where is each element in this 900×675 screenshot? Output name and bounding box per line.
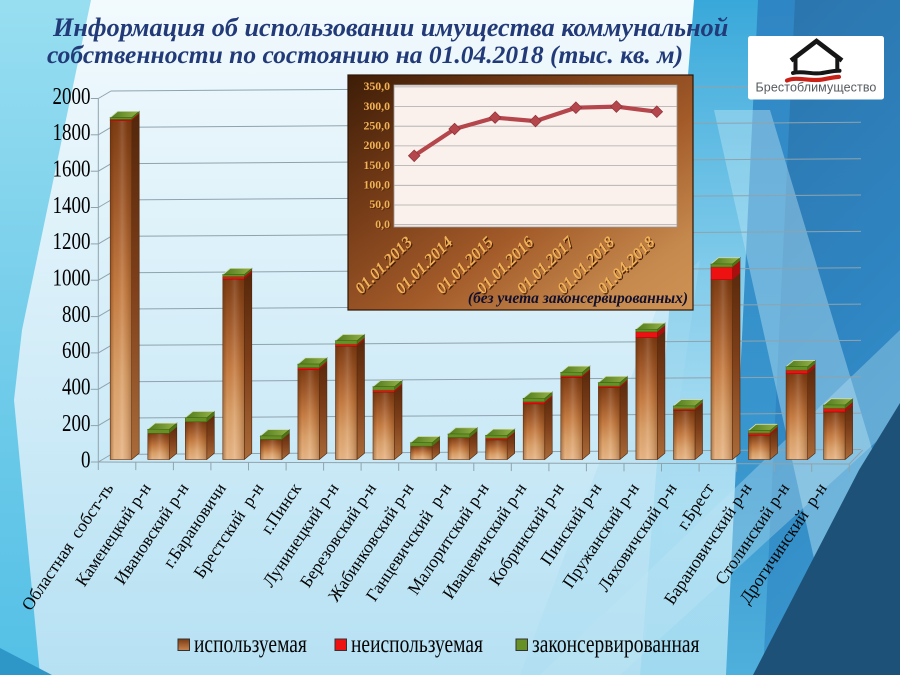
svg-text:150,0: 150,0 — [363, 158, 390, 172]
svg-text:350,0: 350,0 — [363, 79, 390, 93]
svg-text:Брестоблимущество: Брестоблимущество — [756, 81, 877, 95]
svg-text:50,0: 50,0 — [370, 198, 391, 212]
svg-text:0,0: 0,0 — [376, 218, 391, 232]
svg-text:100,0: 100,0 — [363, 178, 390, 192]
svg-text:100,0: 100,0 — [364, 178, 391, 192]
svg-text:600: 600 — [62, 337, 90, 364]
svg-text:300,0: 300,0 — [364, 100, 391, 114]
svg-text:50,0: 50,0 — [369, 197, 390, 211]
svg-text:1200: 1200 — [53, 228, 91, 255]
svg-text:200,0: 200,0 — [363, 138, 390, 152]
svg-text:200: 200 — [62, 410, 90, 437]
svg-text:2000: 2000 — [53, 83, 91, 110]
svg-text:150,0: 150,0 — [364, 159, 391, 173]
svg-text:1800: 1800 — [53, 119, 91, 146]
svg-text:0: 0 — [81, 446, 90, 473]
svg-text:законсервированная: законсервированная — [532, 630, 700, 658]
svg-text:350,0: 350,0 — [364, 80, 391, 94]
svg-text:0,0: 0,0 — [375, 217, 390, 231]
svg-text:1000: 1000 — [53, 265, 91, 292]
svg-text:400: 400 — [62, 374, 90, 401]
svg-text:Информация об использовании им: Информация об использовании имущества ко… — [52, 13, 728, 42]
svg-text:используемая: используемая — [194, 630, 307, 658]
svg-text:800: 800 — [62, 301, 90, 328]
svg-text:(без учета законсервированных): (без учета законсервированных) — [468, 290, 688, 307]
svg-text:1600: 1600 — [53, 155, 91, 182]
svg-text:1400: 1400 — [53, 192, 91, 219]
svg-text:собственности по состоянию на: собственности по состоянию на 01.04.2018… — [47, 40, 683, 69]
svg-text:250,0: 250,0 — [363, 118, 390, 132]
svg-text:300,0: 300,0 — [363, 99, 390, 113]
svg-text:250,0: 250,0 — [364, 119, 391, 133]
svg-text:200,0: 200,0 — [364, 139, 391, 153]
svg-text:неиспользуемая: неиспользуемая — [351, 630, 483, 658]
